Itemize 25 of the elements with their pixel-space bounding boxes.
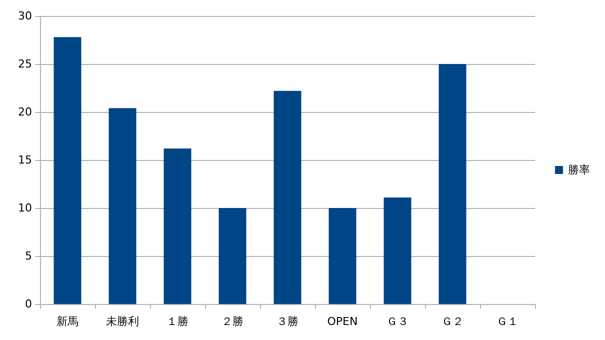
- bar: [108, 108, 136, 304]
- y-tick-label: 25: [18, 58, 32, 70]
- x-tick-label: Ｇ１: [496, 315, 518, 328]
- y-tick-label: 10: [18, 202, 32, 214]
- y-tick-label: 0: [25, 298, 32, 310]
- y-tick-label: 30: [18, 10, 32, 22]
- legend-label: 勝率: [568, 164, 590, 176]
- bar: [274, 90, 302, 304]
- x-tick-label: Ｇ２: [442, 315, 464, 328]
- x-tick-label: Ｇ３: [386, 315, 408, 328]
- x-tick-label: 新馬: [56, 315, 78, 328]
- x-tick-label: ３勝: [276, 315, 298, 328]
- bar: [384, 197, 412, 304]
- x-tick-label: １勝: [166, 315, 188, 328]
- x-tick-label: OPEN: [327, 315, 358, 328]
- bar: [218, 208, 246, 304]
- y-tick-label: 15: [18, 154, 32, 166]
- bar: [164, 148, 192, 304]
- bar: [328, 208, 356, 304]
- x-tick-label: 未勝利: [106, 315, 139, 328]
- y-tick-label: 20: [18, 106, 32, 118]
- x-tick-label: ２勝: [222, 315, 244, 328]
- y-tick-label: 5: [25, 250, 32, 262]
- bar: [438, 64, 466, 304]
- bar: [54, 37, 82, 304]
